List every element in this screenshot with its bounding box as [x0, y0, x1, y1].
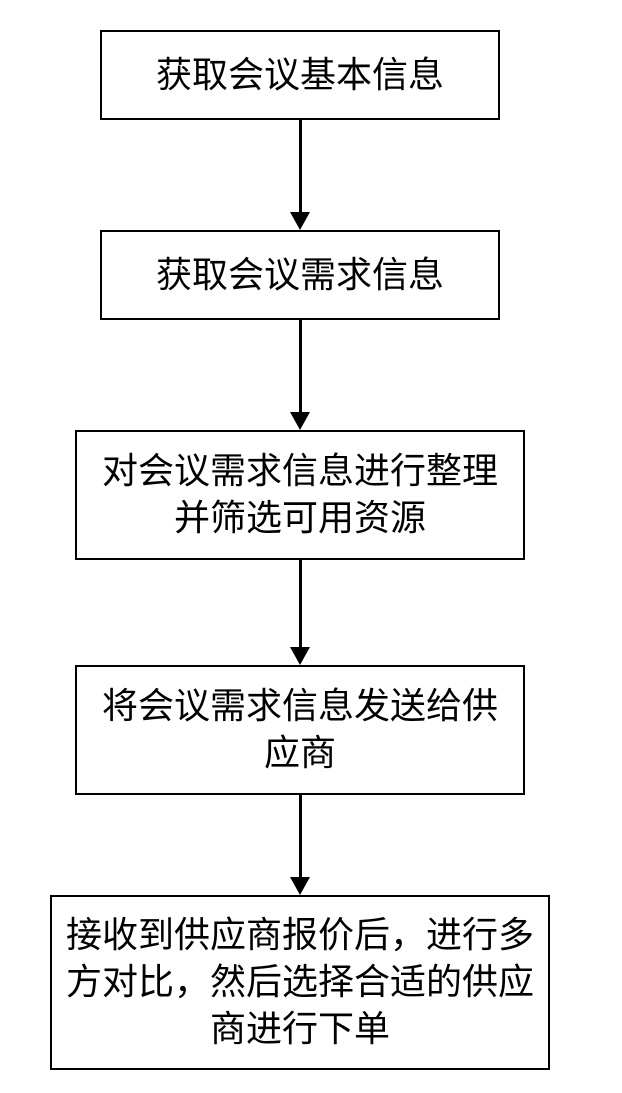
flow-node-4-label: 将会议需求信息发送给供应商 [85, 683, 515, 777]
flow-node-5-label: 接收到供应商报价后，进行多方对比，然后选择合适的供应商进行下单 [60, 912, 540, 1052]
flow-arrow-1-line [299, 120, 302, 212]
flow-arrow-2-line [299, 320, 302, 412]
flow-node-4: 将会议需求信息发送给供应商 [75, 665, 525, 795]
flow-arrow-1-head [290, 212, 310, 230]
flow-node-2: 获取会议需求信息 [100, 230, 500, 320]
flow-node-2-label: 获取会议需求信息 [156, 252, 444, 299]
flowchart-container: 获取会议基本信息 获取会议需求信息 对会议需求信息进行整理并筛选可用资源 将会议… [0, 0, 622, 1093]
flow-node-3-label: 对会议需求信息进行整理并筛选可用资源 [85, 448, 515, 542]
flow-node-3: 对会议需求信息进行整理并筛选可用资源 [75, 430, 525, 560]
flow-node-5: 接收到供应商报价后，进行多方对比，然后选择合适的供应商进行下单 [50, 895, 550, 1070]
flow-arrow-4-head [290, 877, 310, 895]
flow-node-1: 获取会议基本信息 [100, 30, 500, 120]
flow-arrow-2-head [290, 412, 310, 430]
flow-arrow-4-line [299, 795, 302, 877]
flow-arrow-3-head [290, 647, 310, 665]
flow-arrow-3-line [299, 560, 302, 647]
flow-node-1-label: 获取会议基本信息 [156, 52, 444, 99]
